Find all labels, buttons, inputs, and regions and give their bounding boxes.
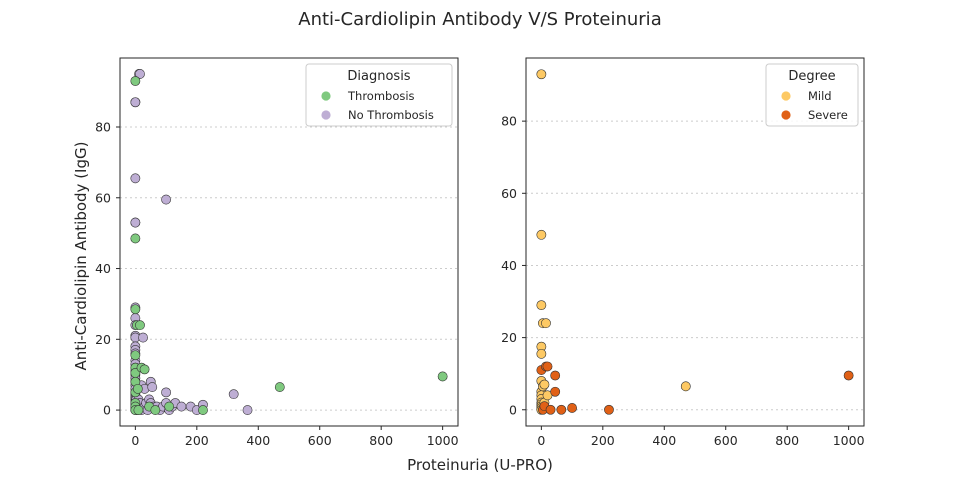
data-point bbox=[130, 97, 141, 108]
data-point bbox=[150, 405, 161, 415]
data-point bbox=[536, 229, 547, 240]
data-point bbox=[138, 332, 148, 343]
data-point bbox=[130, 173, 141, 184]
data-point bbox=[161, 194, 171, 205]
legend-label: Thrombosis bbox=[347, 89, 415, 103]
data-point bbox=[161, 387, 171, 398]
data-point bbox=[542, 361, 553, 372]
plot-frame bbox=[119, 57, 459, 427]
data-point bbox=[843, 370, 854, 381]
data-point bbox=[680, 381, 691, 392]
y-tick-label: 40 bbox=[95, 261, 111, 276]
y-tick-label: 60 bbox=[501, 186, 517, 201]
data-point bbox=[132, 383, 143, 394]
legend-box bbox=[765, 63, 859, 127]
legend-marker bbox=[781, 110, 791, 120]
panel-degree: 0 200 400 600 800 1000 0 20 40 60 80 Degree Mild Seve… bbox=[501, 57, 865, 448]
x-tick-label: 0 bbox=[131, 433, 139, 448]
data-point bbox=[536, 69, 547, 80]
x-tick-label: 600 bbox=[714, 433, 738, 448]
x-tick-label: 1000 bbox=[427, 433, 459, 448]
y-tick-label: 0 bbox=[509, 402, 517, 417]
legend-title: Diagnosis bbox=[347, 69, 410, 84]
data-point bbox=[437, 371, 448, 382]
data-point bbox=[130, 76, 141, 86]
data-point bbox=[164, 401, 175, 412]
data-point bbox=[274, 382, 285, 392]
legend-marker bbox=[321, 110, 331, 120]
y-axis-label: Anti-Cardiolipin Antibody (IgG) bbox=[72, 142, 90, 371]
data-point bbox=[135, 69, 145, 79]
data-point bbox=[176, 401, 187, 412]
data-point bbox=[139, 364, 150, 375]
x-tick-label: 800 bbox=[775, 433, 799, 448]
data-point bbox=[550, 370, 561, 381]
x-tick-label: 0 bbox=[537, 433, 545, 448]
legend: Diagnosis Thrombosis No Thrombosis bbox=[305, 63, 453, 127]
y-tick-label: 40 bbox=[501, 258, 517, 273]
data-point bbox=[556, 404, 567, 415]
data-point bbox=[130, 233, 141, 244]
data-point bbox=[539, 379, 550, 390]
legend-box bbox=[305, 63, 453, 127]
data-point bbox=[130, 350, 141, 361]
legend-title: Degree bbox=[788, 69, 835, 84]
panel-diagnosis: 0 200 400 600 800 1000 0 20 40 60 80 Diagnosis Throm… bbox=[95, 57, 459, 448]
y-tick-label: 80 bbox=[95, 120, 111, 135]
x-tick-label: 400 bbox=[652, 433, 676, 448]
data-point bbox=[567, 403, 577, 413]
y-tick-label: 60 bbox=[95, 190, 111, 205]
data-point bbox=[550, 386, 561, 397]
x-tick-label: 800 bbox=[369, 433, 393, 448]
data-point bbox=[536, 300, 547, 311]
x-tick-label: 200 bbox=[591, 433, 615, 448]
data-point bbox=[130, 217, 141, 228]
data-point bbox=[147, 382, 158, 392]
data-point bbox=[604, 404, 614, 415]
legend-label: Mild bbox=[808, 89, 832, 103]
x-tick-label: 1000 bbox=[833, 433, 865, 448]
plot-frame bbox=[525, 57, 865, 427]
y-tick-label: 20 bbox=[95, 332, 111, 347]
data-point bbox=[536, 348, 547, 359]
y-tick-label: 20 bbox=[501, 330, 517, 345]
x-tick-label: 400 bbox=[246, 433, 270, 448]
legend-marker bbox=[321, 91, 331, 101]
data-point bbox=[242, 405, 253, 415]
legend-label: Severe bbox=[808, 108, 848, 122]
data-point bbox=[545, 404, 556, 415]
data-point bbox=[198, 405, 208, 415]
data-point bbox=[133, 405, 144, 415]
legend-marker bbox=[781, 91, 791, 101]
data-point bbox=[130, 304, 141, 315]
legend-label: No Thrombosis bbox=[348, 108, 434, 122]
chart-title: Anti-Cardiolipin Antibody V/S Proteinuri… bbox=[298, 9, 661, 30]
x-tick-label: 600 bbox=[308, 433, 332, 448]
data-point bbox=[135, 320, 145, 331]
x-tick-label: 200 bbox=[185, 433, 209, 448]
y-tick-label: 0 bbox=[103, 403, 111, 418]
data-point bbox=[541, 318, 551, 329]
y-tick-label: 80 bbox=[501, 114, 517, 129]
data-point bbox=[228, 389, 239, 400]
x-axis-label: Proteinuria (U-PRO) bbox=[407, 456, 553, 474]
legend: Degree Mild Severe bbox=[765, 63, 859, 127]
